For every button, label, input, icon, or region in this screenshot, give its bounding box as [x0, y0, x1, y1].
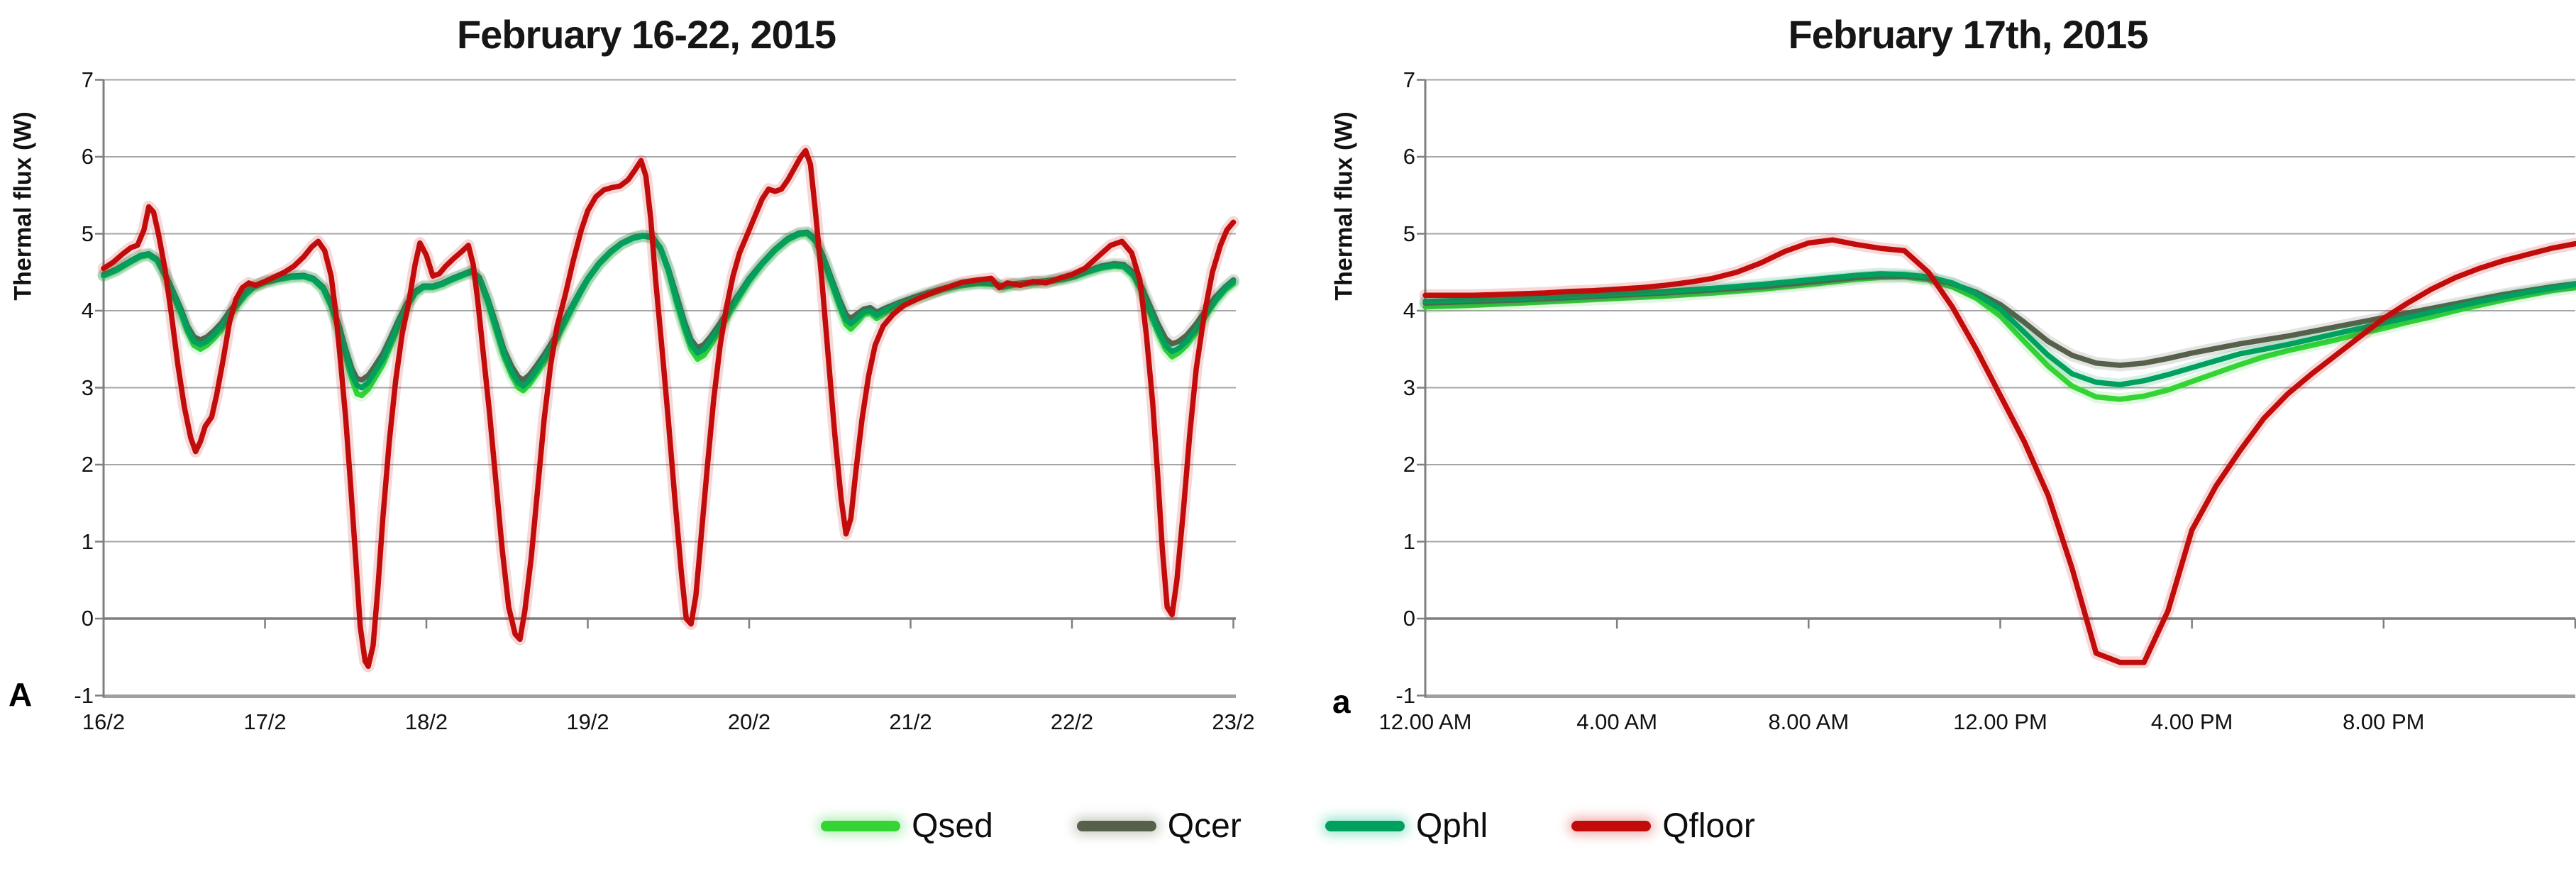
y-tick-label: 2 — [81, 452, 94, 477]
legend-marker-qfloor — [1571, 820, 1652, 831]
x-tick-label: 16/2 — [82, 709, 126, 734]
y-tick-label: 1 — [1403, 528, 1415, 554]
legend-label-qphl: Qphl — [1415, 807, 1488, 845]
left-y-axis-title-text: Thermal flux (W) — [9, 111, 37, 301]
x-tick-label: 4.00 AM — [1576, 709, 1658, 734]
legend-item-qsed: Qsed — [821, 807, 993, 846]
legend-label-qcer: Qcer — [1167, 807, 1242, 845]
y-tick-label: 7 — [1403, 67, 1415, 92]
x-tick-label: 18/2 — [404, 709, 448, 734]
x-tick-label: 22/2 — [1050, 709, 1094, 734]
legend-item-qphl: Qphl — [1325, 807, 1488, 846]
legend-marker-qsed — [821, 820, 901, 831]
legend-label-qsed: Qsed — [912, 807, 993, 845]
x-tick-label: 21/2 — [889, 709, 932, 734]
legend-marker-qcer — [1076, 820, 1156, 831]
y-tick-label: 3 — [81, 375, 94, 400]
y-tick-label: 3 — [1403, 375, 1415, 400]
x-tick-label: 8.00 PM — [2343, 709, 2425, 734]
y-tick-label: 4 — [1403, 298, 1415, 323]
y-tick-label: 0 — [81, 606, 94, 631]
legend-marker-qphl — [1325, 820, 1405, 831]
panel-letter-A: A — [9, 676, 33, 713]
left-chart-title: February 16-22, 2015 — [456, 12, 836, 57]
y-tick-label: 5 — [1403, 221, 1415, 246]
y-tick-label: 0 — [1403, 606, 1415, 631]
y-tick-label: 4 — [81, 298, 94, 323]
y-tick-label: 7 — [81, 67, 94, 92]
x-tick-label: 12.00 AM — [1378, 709, 1472, 734]
legend-label-qfloor: Qfloor — [1662, 807, 1755, 845]
x-tick-label: 17/2 — [243, 709, 287, 734]
x-tick-label: 19/2 — [566, 709, 609, 734]
legend-item-qcer: Qcer — [1076, 807, 1242, 846]
x-tick-label: 12.00 PM — [1953, 709, 2047, 734]
y-tick-label: 5 — [81, 221, 94, 246]
legend-item-qfloor: Qfloor — [1571, 807, 1755, 846]
y-tick-label: 6 — [81, 144, 94, 169]
y-tick-label: -1 — [74, 682, 94, 708]
right-chart-title: February 17th, 2015 — [1788, 12, 2148, 57]
x-tick-label: 20/2 — [727, 709, 771, 734]
x-tick-label: 4.00 PM — [2150, 709, 2233, 734]
chart-legend: Qsed Qcer Qphl Qfloor — [0, 790, 2576, 861]
y-tick-label: 2 — [1403, 452, 1415, 477]
y-tick-label: -1 — [1395, 682, 1415, 708]
x-tick-label: 8.00 AM — [1768, 709, 1850, 734]
y-tick-label: 1 — [81, 528, 94, 554]
right-y-axis-title-text: Thermal flux (W) — [1330, 111, 1358, 301]
y-tick-label: 6 — [1403, 144, 1415, 169]
panel-letter-a: a — [1332, 683, 1351, 720]
x-tick-label: 23/2 — [1212, 709, 1255, 734]
